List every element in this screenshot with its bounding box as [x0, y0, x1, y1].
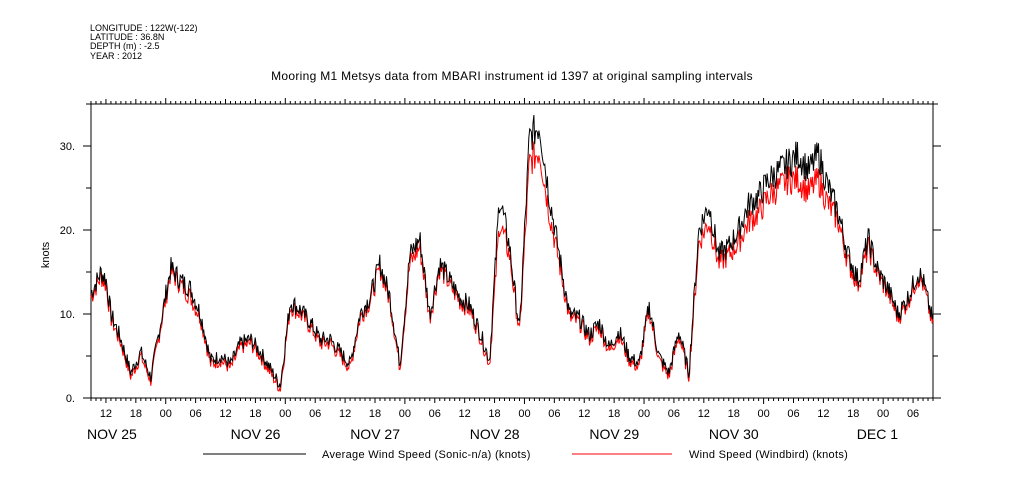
day-label: NOV 28 [470, 426, 520, 442]
day-label: NOV 30 [709, 426, 759, 442]
x-tick-label: 18 [369, 408, 381, 420]
x-tick-label: 12 [219, 408, 231, 420]
x-tick-label: 12 [100, 408, 112, 420]
x-tick-label: 00 [399, 408, 411, 420]
x-tick-label: 06 [429, 408, 441, 420]
series-layer [90, 114, 934, 392]
x-tick-label: 18 [608, 408, 620, 420]
year-label: YEAR : 2012 [90, 51, 142, 61]
x-tick-label: 18 [488, 408, 500, 420]
x-tick-label: 12 [817, 408, 829, 420]
day-label: NOV 26 [231, 426, 281, 442]
x-tick-label: 12 [578, 408, 590, 420]
y-tick-label: 20. [60, 225, 75, 237]
x-tick-label: 00 [877, 408, 889, 420]
day-labels: NOV 25 NOV 26 NOV 27 NOV 28 NOV 29 NOV 30 DEC … [87, 426, 898, 442]
longitude-label: LONGITUDE : 122W(-122) [90, 23, 198, 33]
x-tick-label: 12 [698, 408, 710, 420]
x-tick-label: 18 [130, 408, 142, 420]
x-tick-label: 18 [249, 408, 261, 420]
day-label: NOV 25 [87, 426, 137, 442]
x-tick-label: 12 [459, 408, 471, 420]
x-tick-label: 06 [548, 408, 560, 420]
day-label: NOV 29 [589, 426, 639, 442]
plot-frame [90, 103, 934, 399]
x-tick-label: 12 [339, 408, 351, 420]
series-line-windbird [90, 141, 934, 392]
axis-ticks [83, 98, 941, 404]
x-tick-label: 00 [638, 408, 650, 420]
y-axis-label: knots [40, 241, 52, 268]
legend-label-average: Average Wind Speed (Sonic-n/a) (knots) [322, 449, 531, 461]
x-tick-label: 18 [728, 408, 740, 420]
legend-label-windbird: Wind Speed (Windbird) (knots) [689, 449, 848, 461]
series-line-average [90, 114, 934, 388]
x-tick-label: 00 [279, 408, 291, 420]
x-tick-label: 18 [847, 408, 859, 420]
x-tick-label: 06 [190, 408, 202, 420]
y-tick-label: 30. [60, 141, 75, 153]
x-tick-label: 06 [668, 408, 680, 420]
x-tick-labels: 12 18 00 06 12 18 00 06 12 18 00 06 12 18 00 06 12 18 00 06… [100, 408, 919, 420]
metadata-block: LONGITUDE : 122W(-122) LATITUDE : 36.8N … [90, 23, 198, 61]
x-tick-label: 06 [309, 408, 321, 420]
x-tick-label: 00 [160, 408, 172, 420]
latitude-label: LATITUDE : 36.8N [90, 32, 164, 42]
legend: Average Wind Speed (Sonic-n/a) (knots) W… [203, 449, 848, 461]
y-tick-label: 0. [66, 393, 75, 405]
x-tick-label: 06 [907, 408, 919, 420]
y-tick-labels: 0. 10. 20. 30. [60, 141, 75, 405]
day-label: NOV 27 [350, 426, 400, 442]
chart-title: Mooring M1 Metsys data from MBARI instru… [271, 69, 753, 83]
y-tick-label: 10. [60, 309, 75, 321]
day-label: DEC 1 [857, 426, 898, 442]
depth-label: DEPTH (m) : -2.5 [90, 41, 160, 51]
x-tick-label: 00 [518, 408, 530, 420]
x-tick-label: 00 [757, 408, 769, 420]
x-tick-label: 06 [787, 408, 799, 420]
